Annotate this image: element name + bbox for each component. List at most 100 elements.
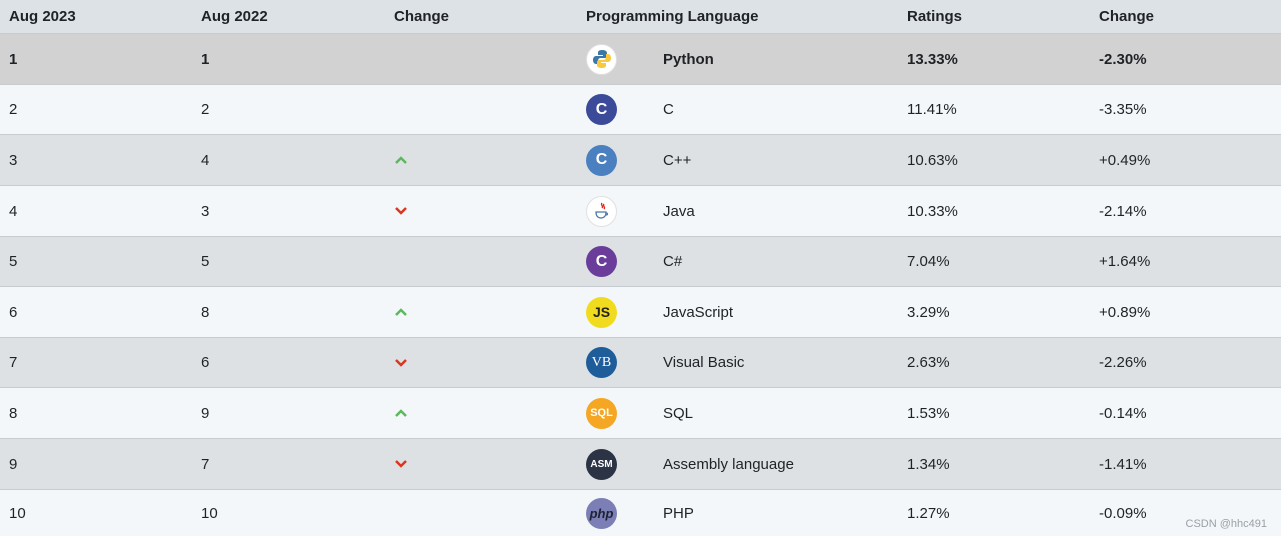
table-row: 6 8 JS JavaScript 3.29% +0.89% bbox=[0, 287, 1281, 338]
language-logo-cell: ASM bbox=[586, 439, 617, 489]
header-change[interactable]: Change bbox=[394, 8, 450, 25]
table-row: 5 5 C C# 7.04% +1.64% bbox=[0, 237, 1281, 287]
rating-change: +0.49% bbox=[1099, 151, 1151, 169]
rating: 10.63% bbox=[907, 151, 958, 169]
trend-up bbox=[394, 388, 408, 438]
table-row: 2 2 C C 11.41% -3.35% bbox=[0, 85, 1281, 135]
rank-2022: 8 bbox=[201, 303, 210, 321]
rating-change: -2.14% bbox=[1099, 202, 1147, 220]
language-logo-cell: JS bbox=[586, 287, 617, 337]
language-name[interactable]: JavaScript bbox=[663, 303, 734, 321]
rank-2023: 9 bbox=[9, 455, 18, 473]
rating: 3.29% bbox=[907, 303, 950, 321]
language-name[interactable]: C bbox=[663, 101, 674, 118]
rating-change: -0.14% bbox=[1099, 404, 1147, 422]
rank-2023: 7 bbox=[9, 354, 18, 371]
header-aug-2022[interactable]: Aug 2022 bbox=[201, 8, 268, 25]
rank-2023: 3 bbox=[9, 151, 18, 169]
rating: 1.27% bbox=[907, 504, 950, 522]
rating-change: -3.35% bbox=[1099, 101, 1147, 118]
rank-2022: 7 bbox=[201, 455, 210, 473]
rank-2023: 2 bbox=[9, 101, 18, 118]
header-rating-change[interactable]: Change bbox=[1099, 8, 1155, 25]
rating: 10.33% bbox=[907, 202, 958, 220]
language-logo-cell: C bbox=[586, 85, 617, 134]
rating-change: -0.09% bbox=[1099, 504, 1147, 522]
watermark: CSDN @hhc491 bbox=[1185, 518, 1267, 530]
language-name[interactable]: Python bbox=[663, 50, 714, 68]
table-row: 9 7 ASM Assembly language 1.34% -1.41% bbox=[0, 439, 1281, 490]
trend-up bbox=[394, 287, 408, 337]
sql-icon: SQL bbox=[586, 397, 617, 429]
rating-change: -1.41% bbox=[1099, 455, 1147, 473]
language-name[interactable]: C++ bbox=[663, 151, 692, 169]
trend-up bbox=[394, 135, 408, 185]
rating: 7.04% bbox=[907, 253, 950, 270]
php-icon: php bbox=[586, 497, 617, 529]
rank-2023: 1 bbox=[9, 50, 18, 68]
rank-2023: 6 bbox=[9, 303, 18, 321]
language-logo-cell: php bbox=[586, 490, 617, 536]
rank-2022: 1 bbox=[201, 50, 210, 68]
javascript-icon: JS bbox=[586, 296, 617, 328]
csharp-icon: C bbox=[586, 246, 617, 277]
visual-basic-icon: VB bbox=[586, 347, 617, 378]
language-logo-cell: C bbox=[586, 135, 617, 185]
chevron-up-icon bbox=[395, 308, 407, 316]
rank-2023: 8 bbox=[9, 404, 18, 422]
chevron-up-icon bbox=[395, 156, 407, 164]
assembly-icon: ASM bbox=[586, 448, 617, 480]
language-name[interactable]: Visual Basic bbox=[663, 354, 745, 371]
language-logo-cell: VB bbox=[586, 338, 617, 387]
rank-2022: 6 bbox=[201, 354, 210, 371]
language-name[interactable]: PHP bbox=[663, 504, 694, 522]
rank-2022: 3 bbox=[201, 202, 210, 220]
cpp-icon: C bbox=[586, 144, 617, 176]
rank-2023: 5 bbox=[9, 253, 18, 270]
table-row: 10 10 php PHP 1.27% -0.09% bbox=[0, 490, 1281, 536]
language-logo-cell bbox=[586, 186, 617, 236]
language-name[interactable]: Assembly language bbox=[663, 455, 794, 473]
chevron-down-icon bbox=[395, 460, 407, 468]
chevron-down-icon bbox=[395, 207, 407, 215]
table-row: 8 9 SQL SQL 1.53% -0.14% bbox=[0, 388, 1281, 439]
table-header: Aug 2023 Aug 2022 Change Programming Lan… bbox=[0, 0, 1281, 34]
rating: 11.41% bbox=[907, 101, 957, 118]
language-logo-cell: SQL bbox=[586, 388, 617, 438]
rating: 1.53% bbox=[907, 404, 950, 422]
language-logo-cell: C bbox=[586, 237, 617, 286]
rating-change: +1.64% bbox=[1099, 253, 1151, 270]
language-name[interactable]: Java bbox=[663, 202, 695, 220]
python-icon bbox=[586, 43, 617, 75]
table-row: 7 6 VB Visual Basic 2.63% -2.26% bbox=[0, 338, 1281, 388]
table-row: 4 3 Java 10.33% -2.14% bbox=[0, 186, 1281, 237]
rank-2023: 10 bbox=[9, 504, 26, 522]
rank-2022: 2 bbox=[201, 101, 210, 118]
c-icon: C bbox=[586, 94, 617, 125]
language-logo-cell bbox=[586, 34, 617, 84]
table-row: 1 1 Python 13.33% -2.30% bbox=[0, 34, 1281, 85]
rating: 13.33% bbox=[907, 50, 958, 68]
rank-2022: 5 bbox=[201, 253, 210, 270]
rank-2023: 4 bbox=[9, 202, 18, 220]
header-programming-language[interactable]: Programming Language bbox=[586, 8, 759, 25]
rank-2022: 10 bbox=[201, 504, 218, 522]
rank-2022: 9 bbox=[201, 404, 210, 422]
chevron-down-icon bbox=[395, 358, 407, 367]
rank-2022: 4 bbox=[201, 151, 210, 169]
table-row: 3 4 C C++ 10.63% +0.49% bbox=[0, 135, 1281, 186]
trend-down bbox=[394, 338, 408, 387]
chevron-up-icon bbox=[395, 409, 407, 417]
rating: 1.34% bbox=[907, 455, 950, 473]
rating-change: -2.30% bbox=[1099, 50, 1147, 68]
header-ratings[interactable]: Ratings bbox=[907, 8, 963, 25]
rating-change: -2.26% bbox=[1099, 354, 1147, 371]
rating-change: +0.89% bbox=[1099, 303, 1151, 321]
header-aug-2023[interactable]: Aug 2023 bbox=[9, 8, 76, 25]
trend-down bbox=[394, 186, 408, 236]
language-name[interactable]: SQL bbox=[663, 404, 694, 422]
language-name[interactable]: C# bbox=[663, 253, 683, 270]
java-icon bbox=[586, 195, 617, 227]
trend-down bbox=[394, 439, 408, 489]
rating: 2.63% bbox=[907, 354, 950, 371]
